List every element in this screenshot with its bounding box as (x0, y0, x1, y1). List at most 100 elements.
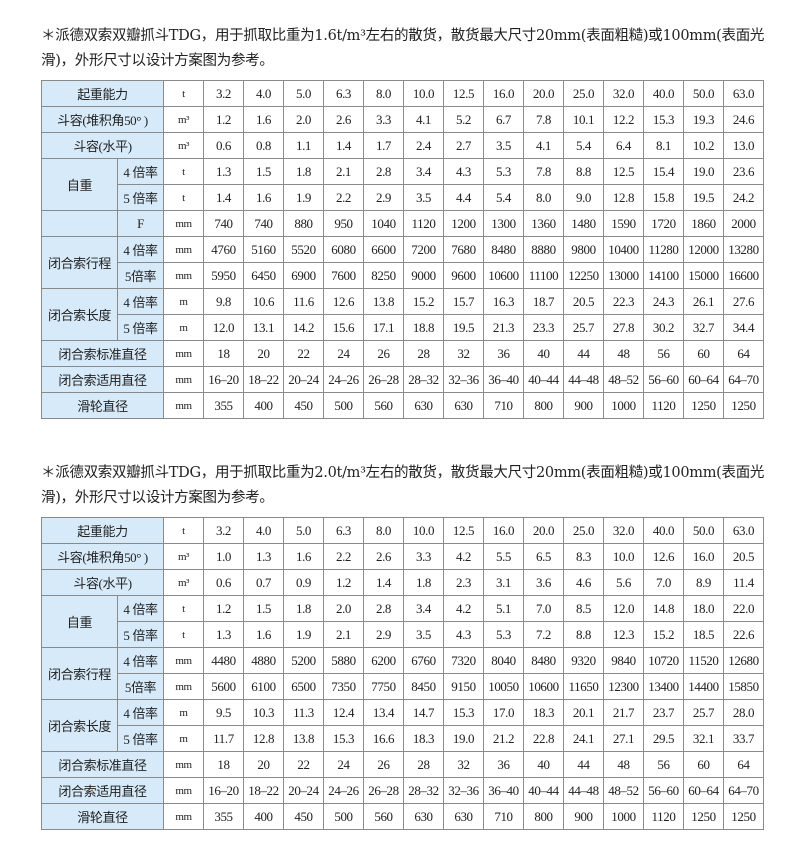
value-cell: 6080 (323, 236, 364, 263)
value-cell: 17.0 (483, 699, 524, 726)
unit-cell: mm (163, 236, 204, 263)
value-cell: 26 (363, 340, 404, 367)
value-cell: 5600 (203, 673, 244, 700)
value-cell: 1480 (563, 210, 604, 237)
value-cell: 630 (443, 392, 484, 419)
value-cell: 13280 (723, 236, 764, 263)
value-cell: 32.0 (603, 517, 644, 544)
value-cell: 1200 (443, 210, 484, 237)
value-cell: 8.5 (563, 595, 604, 622)
value-cell: 7200 (403, 236, 444, 263)
value-cell: 12.0 (603, 595, 644, 622)
value-cell: 11520 (683, 647, 724, 674)
value-cell: 17.1 (363, 314, 404, 341)
value-cell: 20.0 (523, 517, 564, 544)
value-cell: 18.0 (683, 595, 724, 622)
value-cell: 36 (483, 751, 524, 778)
value-cell: 20.5 (723, 543, 764, 570)
table-row: 滑轮直径 mm 355 400 450 500 560 630 630 710 800 900 1000… (41, 803, 764, 830)
row-sub-label: 5 倍率 (117, 184, 164, 211)
value-cell: 64 (723, 751, 764, 778)
spec-table-1: 起重能力 t 3.2 4.0 5.0 6.3 8.0 10.0 12.5 16.0 20.0 25.0… (41, 80, 764, 419)
value-cell: 0.6 (203, 132, 244, 159)
row-label: 闭合索标准直径 (41, 751, 164, 778)
value-cell: 4.3 (443, 621, 484, 648)
row-label: 斗容(水平) (41, 132, 164, 159)
value-cell: 4.0 (243, 80, 284, 107)
value-cell: 28.0 (723, 699, 764, 726)
row-sub-label: 4 倍率 (117, 158, 164, 185)
row-label: 滑轮直径 (41, 803, 164, 830)
value-cell: 36–40 (483, 777, 524, 804)
value-cell: 950 (323, 210, 364, 237)
value-cell: 0.9 (283, 569, 324, 596)
value-cell: 50.0 (683, 80, 724, 107)
value-cell: 1.8 (283, 158, 324, 185)
row-label: 闭合索适用直径 (41, 366, 164, 393)
value-cell: 2000 (723, 210, 764, 237)
value-cell: 24 (323, 340, 364, 367)
value-cell: 10.0 (403, 517, 444, 544)
unit-cell: t (163, 595, 204, 622)
value-cell: 25.7 (683, 699, 724, 726)
value-cell: 2.9 (363, 621, 404, 648)
value-cell: 12.5 (443, 517, 484, 544)
value-cell: 56–60 (643, 366, 684, 393)
row-sub-label: 5倍率 (117, 673, 164, 700)
value-cell: 1.6 (243, 184, 284, 211)
unit-cell: m³ (163, 106, 204, 133)
value-cell: 20–24 (283, 777, 324, 804)
unit-cell: t (163, 80, 204, 107)
value-cell: 7600 (323, 262, 364, 289)
value-cell: 5.3 (483, 158, 524, 185)
value-cell: 48–52 (603, 777, 644, 804)
value-cell: 7.0 (523, 595, 564, 622)
value-cell: 64–70 (723, 366, 764, 393)
value-cell: 20–24 (283, 366, 324, 393)
value-cell: 34.4 (723, 314, 764, 341)
value-cell: 11.4 (723, 569, 764, 596)
value-cell: 13.4 (363, 699, 404, 726)
value-cell: 4.2 (443, 543, 484, 570)
value-cell: 7.8 (523, 106, 564, 133)
value-cell: 13000 (603, 262, 644, 289)
value-cell: 11280 (643, 236, 684, 263)
value-cell: 6600 (363, 236, 404, 263)
unit-cell: mm (163, 392, 204, 419)
value-cell: 1.9 (283, 184, 324, 211)
value-cell: 6500 (283, 673, 324, 700)
value-cell: 11.7 (203, 725, 244, 752)
value-cell: 6.5 (523, 543, 564, 570)
value-cell: 4880 (243, 647, 284, 674)
row-label: 起重能力 (41, 80, 164, 107)
value-cell: 560 (363, 803, 404, 830)
value-cell: 24.3 (643, 288, 684, 315)
value-cell: 18–22 (243, 366, 284, 393)
table-row: 闭合索适用直径 mm 16–20 18–22 20–24 24–26 26–28 28–32 3… (41, 777, 764, 804)
value-cell: 7320 (443, 647, 484, 674)
value-cell: 24 (323, 751, 364, 778)
value-cell: 32–36 (443, 366, 484, 393)
value-cell: 5.2 (443, 106, 484, 133)
value-cell: 400 (243, 803, 284, 830)
value-cell: 18 (203, 751, 244, 778)
value-cell: 5.0 (283, 80, 324, 107)
value-cell: 12680 (723, 647, 764, 674)
value-cell: 15.3 (323, 725, 364, 752)
value-cell: 6.4 (603, 132, 644, 159)
value-cell: 1040 (363, 210, 404, 237)
value-cell: 1860 (683, 210, 724, 237)
value-cell: 1.2 (203, 106, 244, 133)
value-cell: 19.0 (683, 158, 724, 185)
value-cell: 18.8 (403, 314, 444, 341)
value-cell: 32.1 (683, 725, 724, 752)
value-cell: 24.6 (723, 106, 764, 133)
row-label: 起重能力 (41, 517, 164, 544)
value-cell: 63.0 (723, 80, 764, 107)
value-cell: 13400 (643, 673, 684, 700)
value-cell: 1.5 (243, 595, 284, 622)
value-cell: 32.0 (603, 80, 644, 107)
value-cell: 16600 (723, 262, 764, 289)
value-cell: 2.8 (363, 158, 404, 185)
value-cell: 1.3 (243, 543, 284, 570)
